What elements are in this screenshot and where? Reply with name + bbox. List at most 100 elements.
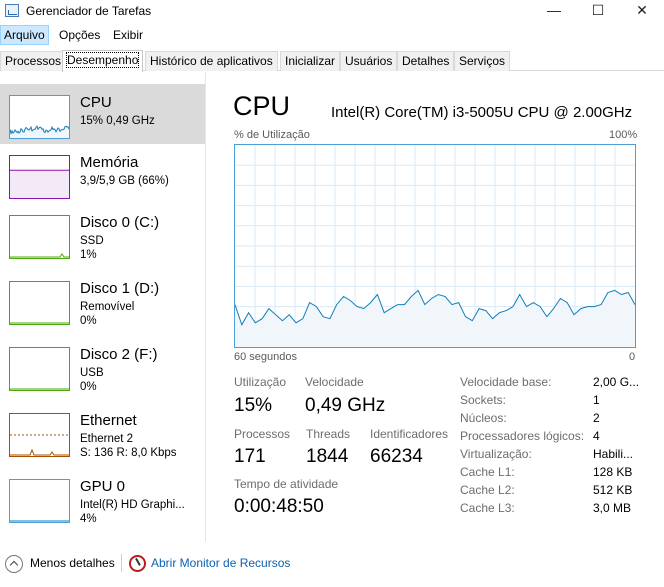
cpu-model: Intel(R) Core(TM) i3-5005U CPU @ 2.00GHz	[331, 104, 633, 121]
resource-usage: S: 136 R: 8,0 Kbps	[80, 447, 177, 459]
resource-detail: Ethernet 2	[80, 433, 134, 445]
graph-x-label: 60 segundos	[234, 351, 297, 363]
spec-label: Núcleos:	[460, 411, 507, 425]
footer: Menos detalhes Abrir Monitor de Recursos	[0, 545, 664, 587]
utilization-label: Utilização	[234, 375, 287, 389]
resource-monitor-icon	[129, 555, 146, 572]
menu-opcoes[interactable]: Opções	[59, 28, 101, 42]
tab-desempenho[interactable]: Desempenho	[62, 50, 144, 72]
chevron-up-icon[interactable]	[5, 555, 23, 573]
graph-x-min: 0	[629, 351, 636, 363]
spec-label: Processadores lógicos:	[460, 429, 585, 443]
spec-value: 1	[593, 393, 600, 407]
spec-value: 128 KB	[593, 465, 633, 479]
window-title: Gerenciador de Tarefas	[26, 4, 152, 18]
resource-usage: 1%	[80, 249, 97, 261]
resource-name: CPU	[80, 94, 112, 111]
utilization-value: 15%	[234, 395, 273, 416]
processes-value: 171	[234, 446, 266, 467]
speed-label: Velocidade	[305, 375, 364, 389]
resource-name: Disco 2 (F:)	[80, 346, 158, 363]
graph-y-max: 100%	[609, 129, 638, 141]
menu-arquivo[interactable]: Arquivo	[0, 25, 49, 45]
threads-label: Threads	[306, 427, 351, 441]
cpu-thumbnail	[9, 95, 70, 139]
resource-detail: USB	[80, 367, 104, 379]
resource-detail: Intel(R) HD Graphi...	[80, 499, 185, 511]
resource-detail: 15% 0,49 GHz	[80, 115, 155, 127]
cpu-utilization-graph	[234, 144, 636, 348]
title-bar: Gerenciador de Tarefas — ☐ ✕	[0, 0, 664, 22]
tab-desempenho-label: Desempenho	[65, 52, 140, 68]
uptime-label: Tempo de atividade	[234, 477, 339, 491]
disk1-thumbnail	[9, 281, 70, 325]
open-resource-monitor-link[interactable]: Abrir Monitor de Recursos	[151, 556, 291, 570]
uptime-value: 0:00:48:50	[234, 496, 324, 517]
resource-name: Disco 1 (D:)	[80, 280, 160, 297]
resource-name: GPU 0	[80, 478, 126, 495]
disk2-thumbnail	[9, 347, 70, 391]
thumb-line	[10, 125, 69, 136]
resource-cpu[interactable]: CPU 15% 0,49 GHz	[0, 84, 205, 144]
handles-label: Identificadores	[370, 427, 449, 441]
resource-usage: 4%	[80, 513, 97, 525]
tab-usuarios[interactable]: Usuários	[340, 51, 398, 71]
spec-label: Cache L3:	[460, 501, 515, 515]
resource-name: Disco 0 (C:)	[80, 214, 160, 231]
resource-detail: 3,9/5,9 GB (66%)	[80, 175, 169, 187]
menu-bar: Arquivo Opções Exibir	[0, 25, 664, 45]
resource-ethernet[interactable]: Ethernet Ethernet 2 S: 136 R: 8,0 Kbps	[0, 402, 205, 462]
tab-servicos[interactable]: Serviços	[454, 51, 511, 71]
resource-usage: 0%	[80, 315, 97, 327]
tab-inicializar[interactable]: Inicializar	[280, 51, 341, 71]
resource-name: Memória	[80, 154, 139, 171]
spec-label: Cache L1:	[460, 465, 515, 479]
spec-value: 4	[593, 429, 600, 443]
tab-detalhes[interactable]: Detalhes	[397, 51, 455, 71]
tab-bar: Processos Desempenho Histórico de aplica…	[0, 50, 664, 72]
maximize-button[interactable]: ☐	[591, 2, 605, 18]
spec-label: Sockets:	[460, 393, 507, 407]
threads-value: 1844	[306, 446, 349, 467]
resource-list: CPU 15% 0,49 GHz Memória 3,9/5,9 GB (66%…	[0, 72, 206, 542]
resource-disco-0[interactable]: Disco 0 (C:) SSD 1%	[0, 204, 205, 264]
tab-historico[interactable]: Histórico de aplicativos	[145, 51, 278, 71]
thumb-line	[10, 253, 69, 258]
utilization-area	[235, 290, 635, 347]
gpu-thumbnail	[9, 479, 70, 523]
utilization-line	[234, 289, 636, 327]
task-manager-icon	[5, 4, 19, 17]
spec-value: 2	[593, 411, 600, 425]
minimize-button[interactable]: —	[547, 2, 561, 18]
processes-label: Processos	[234, 427, 291, 441]
thumb-area	[10, 170, 69, 198]
memory-thumbnail	[9, 155, 70, 199]
spec-label: Velocidade base:	[460, 375, 552, 389]
less-details-link[interactable]: Menos detalhes	[30, 556, 115, 570]
menu-exibir[interactable]: Exibir	[113, 28, 144, 42]
spec-label: Cache L2:	[460, 483, 515, 497]
thumb-line	[10, 448, 69, 456]
resource-usage: 0%	[80, 381, 97, 393]
spec-value: 3,0 MB	[593, 501, 632, 515]
spec-label: Virtualização:	[460, 447, 532, 461]
close-button[interactable]: ✕	[636, 2, 648, 18]
footer-divider	[121, 554, 122, 572]
resource-gpu-0[interactable]: GPU 0 Intel(R) HD Graphi... 4%	[0, 468, 205, 528]
resource-memoria[interactable]: Memória 3,9/5,9 GB (66%)	[0, 144, 205, 204]
spec-value: 2,00 G...	[593, 375, 640, 389]
spec-value: 512 KB	[593, 483, 633, 497]
resource-disco-1[interactable]: Disco 1 (D:) Removível 0%	[0, 270, 205, 330]
ethernet-thumbnail	[9, 413, 70, 457]
detail-title: CPU	[233, 91, 291, 121]
spec-value: Habili...	[593, 447, 634, 461]
resource-detail: Removível	[80, 301, 135, 313]
speed-value: 0,49 GHz	[305, 395, 386, 416]
resource-disco-2[interactable]: Disco 2 (F:) USB 0%	[0, 336, 205, 396]
tab-processos[interactable]: Processos	[0, 51, 67, 71]
resource-name: Ethernet	[80, 412, 137, 429]
graph-y-label: % de Utilização	[234, 129, 310, 141]
handles-value: 66234	[370, 446, 423, 467]
disk0-thumbnail	[9, 215, 70, 259]
resource-detail: SSD	[80, 235, 104, 247]
